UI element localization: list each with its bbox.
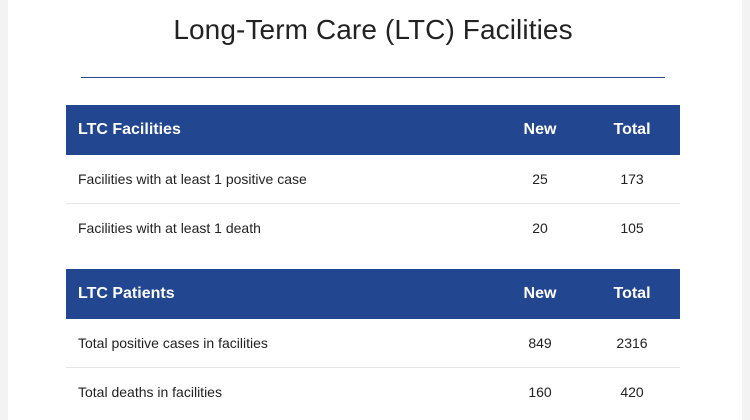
row-label: Facilities with at least 1 positive case <box>78 171 307 187</box>
table-row: Facilities with at least 1 positive case… <box>66 155 680 204</box>
header-new: New <box>523 121 557 138</box>
row-total-value: 105 <box>620 220 644 236</box>
ltc-patients-table: LTC Patients New Total Total positive ca… <box>66 269 680 416</box>
header-total: Total <box>613 121 651 138</box>
header-label: LTC Facilities <box>78 121 181 138</box>
header-total: Total <box>613 285 651 302</box>
title-divider <box>81 77 665 78</box>
row-new-value: 160 <box>528 384 552 400</box>
row-new-value: 25 <box>532 171 548 187</box>
row-total-value: 420 <box>620 384 644 400</box>
row-new-value: 20 <box>532 220 548 236</box>
row-label: Total deaths in facilities <box>78 384 222 400</box>
table-header: LTC Facilities New Total <box>66 105 680 155</box>
table-row: Total deaths in facilities 160 420 <box>66 368 680 416</box>
ltc-facilities-table: LTC Facilities New Total Facilities with… <box>66 105 680 252</box>
table-row: Facilities with at least 1 death 20 105 <box>66 204 680 252</box>
header-new: New <box>523 285 557 302</box>
row-label: Total positive cases in facilities <box>78 335 268 351</box>
page-title: Long-Term Care (LTC) Facilities <box>173 14 573 45</box>
row-total-value: 173 <box>620 171 644 187</box>
table-header: LTC Patients New Total <box>66 269 680 319</box>
header-label: LTC Patients <box>78 285 175 302</box>
row-new-value: 849 <box>528 335 552 351</box>
row-label: Facilities with at least 1 death <box>78 220 261 236</box>
table-row: Total positive cases in facilities 849 2… <box>66 319 680 368</box>
row-total-value: 2316 <box>616 335 648 351</box>
